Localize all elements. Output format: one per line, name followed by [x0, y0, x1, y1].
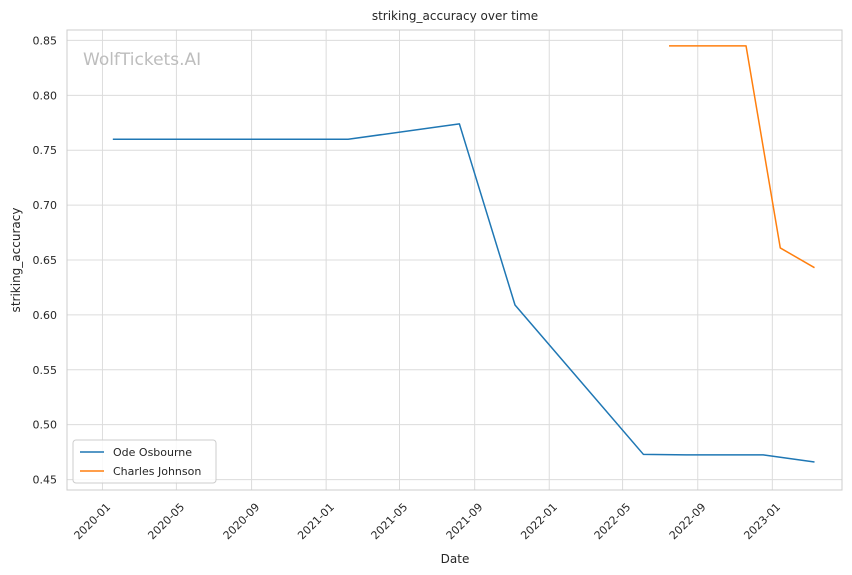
y-tick-label: 0.65	[33, 254, 58, 267]
series-line-ode-osbourne	[112, 123, 815, 463]
y-tick-label: 0.50	[33, 419, 58, 432]
series-line-charles-johnson	[669, 45, 815, 269]
series-lines	[112, 45, 815, 463]
plot-area-frame	[66, 29, 843, 491]
y-tick-label: 0.60	[33, 309, 58, 322]
y-tick-label: 0.80	[33, 89, 58, 102]
y-tick-label: 0.75	[33, 144, 58, 157]
legend: Ode Osbourne Charles Johnson	[72, 439, 217, 484]
legend-label-charles-johnson: Charles Johnson	[113, 465, 201, 478]
chart-title: striking_accuracy over time	[372, 9, 538, 23]
legend-label-ode-osbourne: Ode Osbourne	[113, 446, 192, 459]
y-axis-label: striking_accuracy	[9, 208, 23, 313]
y-tick-label: 0.45	[33, 474, 58, 487]
x-axis-label: Date	[441, 552, 470, 566]
y-tick-label: 0.85	[33, 34, 58, 47]
legend-box	[72, 439, 217, 484]
y-tick-label: 0.70	[33, 199, 58, 212]
y-tick-label: 0.55	[33, 364, 58, 377]
watermark-text: WolfTickets.AI	[83, 50, 201, 70]
